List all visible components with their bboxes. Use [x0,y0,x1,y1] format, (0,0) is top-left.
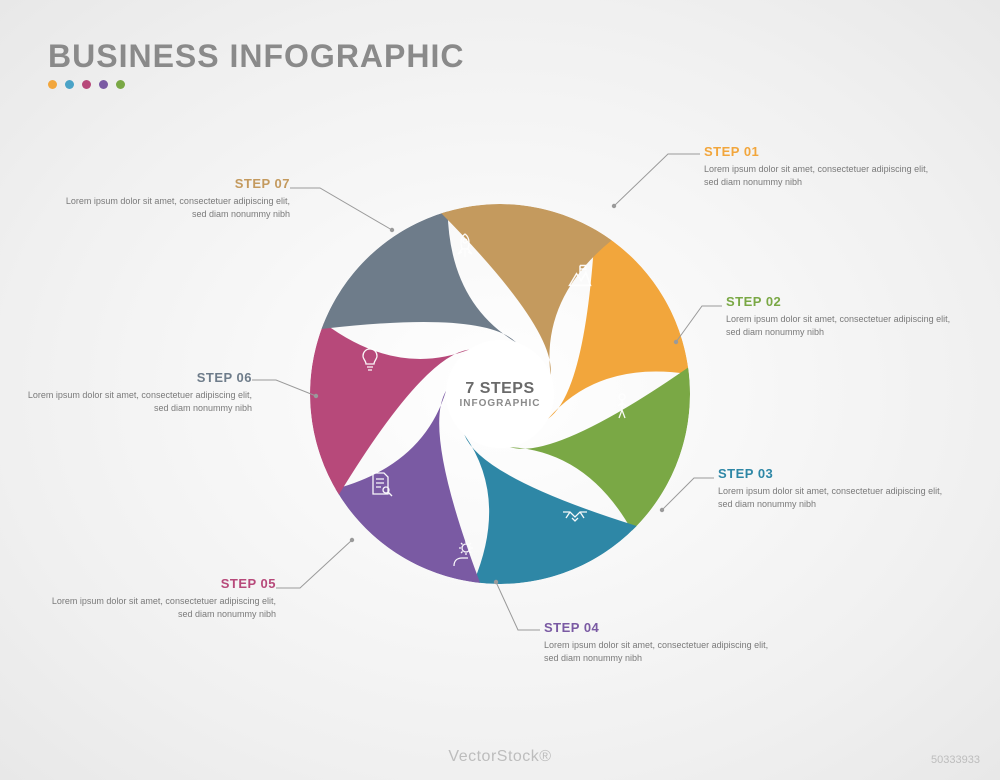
footer-brand: VectorStock® [0,748,1000,766]
step-label: STEP 07 [60,176,290,191]
step-desc: Lorem ipsum dolor sit amet, consectetuer… [46,595,276,620]
step-desc: Lorem ipsum dolor sit amet, consectetuer… [22,389,252,414]
center-title: 7 STEPS [465,380,534,398]
step-block-5: STEP 05 Lorem ipsum dolor sit amet, conse… [46,576,276,620]
step-desc: Lorem ipsum dolor sit amet, consectetuer… [726,313,956,338]
step-block-3: STEP 03 Lorem ipsum dolor sit amet, conse… [718,466,948,510]
leader-line [252,380,316,396]
footer-id: 50333933 [931,754,980,766]
step-block-6: STEP 06 Lorem ipsum dolor sit amet, conse… [22,370,252,414]
step-label: STEP 01 [704,144,934,159]
leader-line [676,306,722,342]
leader-line [276,540,352,588]
step-label: STEP 02 [726,294,956,309]
step-desc: Lorem ipsum dolor sit amet, consectetuer… [60,195,290,220]
step-label: STEP 05 [46,576,276,591]
leader-line [290,188,392,230]
step-label: STEP 03 [718,466,948,481]
leader-line [614,154,700,206]
step-label: STEP 06 [22,370,252,385]
center-subtitle: INFOGRAPHIC [460,398,541,409]
step-block-2: STEP 02 Lorem ipsum dolor sit amet, conse… [726,294,956,338]
rocket-icon [452,232,478,265]
step-desc: Lorem ipsum dolor sit amet, consectetuer… [704,163,934,188]
step-desc: Lorem ipsum dolor sit amet, consectetuer… [544,639,774,664]
person-icon [610,392,634,425]
step-block-4: STEP 04 Lorem ipsum dolor sit amet, conse… [544,620,774,664]
hand-gear-icon [450,540,478,573]
step-block-7: STEP 07 Lorem ipsum dolor sit amet, conse… [60,176,290,220]
bulb-icon [358,346,382,379]
step-block-1: STEP 01 Lorem ipsum dolor sit amet, conse… [704,144,934,188]
leader-line [496,582,540,630]
step-desc: Lorem ipsum dolor sit amet, consectetuer… [718,485,948,510]
doc-search-icon [368,470,394,503]
step-label: STEP 04 [544,620,774,635]
center-circle: 7 STEPS INFOGRAPHIC [446,340,554,448]
leader-line [662,478,714,510]
mountain-flag-icon [566,262,594,295]
handshake-icon [560,504,590,533]
